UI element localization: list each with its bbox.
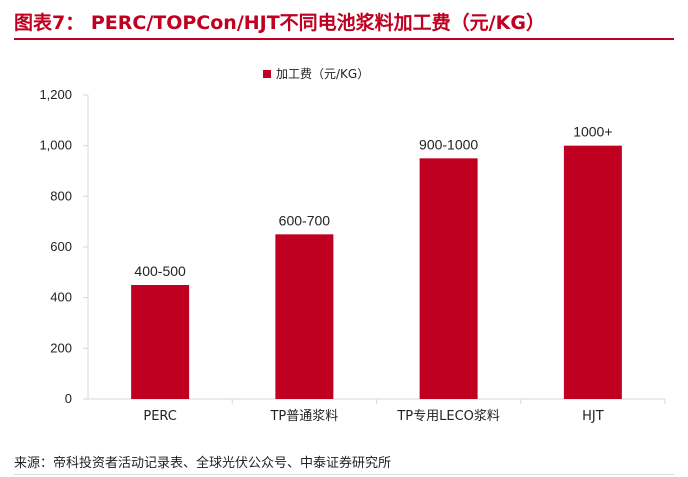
bar [275, 234, 334, 399]
data-label: 900-1000 [419, 136, 478, 152]
y-tick-label: 0 [65, 391, 72, 406]
y-tick-label: 800 [50, 188, 72, 203]
x-tick-label: HJT [582, 409, 604, 424]
data-label: 400-500 [134, 263, 186, 279]
y-tick-label: 400 [50, 290, 72, 305]
x-tick-label: TP普通浆料 [269, 409, 338, 424]
title-divider [14, 38, 674, 40]
source-note: 来源：帝科投资者活动记录表、全球光伏公众号、中泰证券研究所 [14, 456, 392, 471]
y-tick-label: 200 [50, 340, 72, 355]
y-tick-label: 600 [50, 239, 72, 254]
x-tick-label: PERC [143, 409, 177, 424]
y-tick-label: 1,200 [39, 87, 72, 102]
x-tick-label: TP专用LECO浆料 [396, 409, 500, 424]
y-tick-label: 1,000 [39, 138, 72, 153]
data-label: 600-700 [279, 212, 331, 228]
bottom-divider [14, 474, 674, 475]
legend-swatch [263, 70, 271, 78]
chart-title: 图表7： PERC/TOPCon/HJT不同电池浆料加工费（元/KG） [14, 12, 545, 34]
bar [131, 285, 190, 399]
bar [419, 158, 478, 399]
data-label: 1000+ [573, 124, 612, 140]
legend-label: 加工费（元/KG） [276, 67, 369, 81]
bar [563, 145, 622, 399]
